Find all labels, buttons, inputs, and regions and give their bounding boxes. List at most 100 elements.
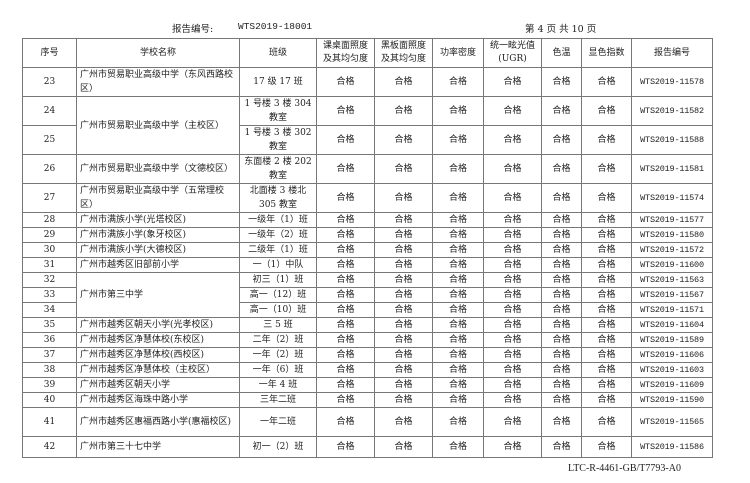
page-info: 第 4 页 共 10 页 [525,24,597,35]
result-cell: 合格 [581,436,632,458]
row-number: 40 [22,392,77,408]
result-cell: 合格 [316,227,375,243]
table-row: 26 广州市贸易职业高级中学（文德校区） 东面楼 2 楼 202 教室 合格 合格 合格合… [22,154,713,184]
result-cell: 合格 [316,272,375,288]
row-number: 28 [22,212,77,228]
school-name: 广州市越秀区惠福西路小学(惠福校区) [76,407,240,437]
table-row: 41 广州市越秀区惠福西路小学(惠福校区) 一年二班 合格 合格 合格 合格 合格 合格 WTS2… [22,407,713,437]
school-name: 广州市贸易职业高级中学（东风西路校区） [76,67,240,97]
school-name: 广州市贸易职业高级中学（主校区） [76,96,240,155]
result-cell: 合格 [483,287,542,303]
row-number: 26 [22,154,77,184]
class-name: 二级年（1）班 [239,242,317,258]
class-name: 北面楼 3 楼北 305 教室 [239,183,317,213]
result-cell: 合格 [316,67,375,97]
result-cell: 合格 [432,392,484,408]
school-name: 广州市越秀区朝天小学(光孝校区) [76,317,240,333]
school-name: 广州市越秀区海珠中路小学 [76,392,240,408]
table-row: 24 广州市贸易职业高级中学（主校区） 1 号楼 3 楼 304 教室 合格 合格 合格合… [22,96,713,155]
result-cell: 合格 [374,154,433,184]
result-cell: 合格 [316,96,375,126]
result-cell: 合格 [374,302,433,318]
report-number-cell: WTS2019-11604 [631,317,713,333]
report-number-cell: WTS2019-11581 [631,154,713,184]
result-cell: 合格 [432,362,484,378]
row-number: 27 [22,183,77,213]
result-cell: 合格 [374,347,433,363]
result-cell: 合格 [432,154,484,184]
result-cell: 合格 [374,392,433,408]
row-number: 31 [22,257,77,273]
report-number-cell: WTS2019-11577 [631,212,713,228]
row-number: 36 [22,332,77,348]
school-name: 广州市第三中学 [76,272,240,318]
class-name: 一年 4 班 [239,377,317,393]
table-row: 32 广州市第三中学 初三（1）班 合格 合格 合格 合格 合格 合格 WTS2019-11563 [22,272,713,318]
table-row: 29 广州市满族小学(象牙校区) 一级年（2）班 合格 合格 合格 合格 合格 合格 WTS201… [22,227,713,243]
result-cell: 合格 [483,302,542,318]
result-cell: 合格 [541,362,582,378]
column-header: 黑板面照度及其均匀度 [374,38,433,68]
result-cell: 合格 [374,242,433,258]
class-name: 一级年（2）班 [239,227,317,243]
row-number: 29 [22,227,77,243]
result-cell: 合格 [374,183,433,213]
report-number-cell: WTS2019-11609 [631,377,713,393]
result-cell: 合格 [483,183,542,213]
result-cell: 合格 [432,302,484,318]
report-number-cell: WTS2019-11588 [631,125,713,155]
school-name: 广州市第三十七中学 [76,436,240,458]
class-name: 一年二班 [239,407,317,437]
result-cell: 合格 [374,436,433,458]
result-cell: 合格 [581,242,632,258]
result-cell: 合格 [581,362,632,378]
report-number-cell: WTS2019-11606 [631,347,713,363]
school-name: 广州市满族小学(大德校区) [76,242,240,258]
table-row: 28 广州市满族小学(光塔校区) 一级年（1）班 合格 合格 合格 合格 合格 合格 WTS201… [22,212,713,228]
class-name: 一（1）中队 [239,257,317,273]
result-cell: 合格 [581,67,632,97]
class-name: 东面楼 2 楼 202 教室 [239,154,317,184]
result-cell: 合格 [483,347,542,363]
result-cell: 合格 [316,436,375,458]
report-number-cell: WTS2019-11571 [631,302,713,318]
class-name: 一年（6）班 [239,362,317,378]
result-cell: 合格 [483,96,542,126]
column-header: 功率密度 [432,38,484,68]
class-name: 初三（1）班 [239,272,317,288]
result-cell: 合格 [432,227,484,243]
row-number: 39 [22,377,77,393]
result-cell: 合格 [581,227,632,243]
result-cell: 合格 [316,377,375,393]
column-header: 课桌面照度及其均匀度 [316,38,375,68]
result-cell: 合格 [483,407,542,437]
result-cell: 合格 [541,287,582,303]
table-row: 34 高一（10）班 合格 合格 合格 合格 合格 合格 WTS2019-11571 [22,302,713,318]
result-cell: 合格 [432,212,484,228]
report-number-cell: WTS2019-11580 [631,227,713,243]
result-cell: 合格 [541,242,582,258]
result-cell: 合格 [581,257,632,273]
result-cell: 合格 [581,212,632,228]
result-cell: 合格 [541,227,582,243]
class-name: 高一（12）班 [239,287,317,303]
result-cell: 合格 [316,212,375,228]
result-cell: 合格 [432,407,484,437]
column-header: 色温 [541,38,582,68]
school-name: 广州市满族小学(光塔校区) [76,212,240,228]
result-cell: 合格 [483,212,542,228]
school-name: 广州市满族小学(象牙校区) [76,227,240,243]
result-cell: 合格 [541,436,582,458]
column-header: 显色指数 [581,38,632,68]
row-number: 30 [22,242,77,258]
report-number: WTS2019-18001 [238,21,313,32]
class-name: 一年（2）班 [239,347,317,363]
result-cell: 合格 [374,332,433,348]
class-name: 三年二班 [239,392,317,408]
table-row: 23 广州市贸易职业高级中学（东风西路校区） 17 级 17 班合格 合格 合格 合格 合格… [22,67,713,97]
class-name: 一级年（1）班 [239,212,317,228]
result-cell: 合格 [316,257,375,273]
result-cell: 合格 [483,362,542,378]
result-cell: 合格 [483,242,542,258]
table-row: 30 广州市满族小学(大德校区) 二级年（1）班 合格 合格 合格 合格 合格 合格 WTS201… [22,242,713,258]
